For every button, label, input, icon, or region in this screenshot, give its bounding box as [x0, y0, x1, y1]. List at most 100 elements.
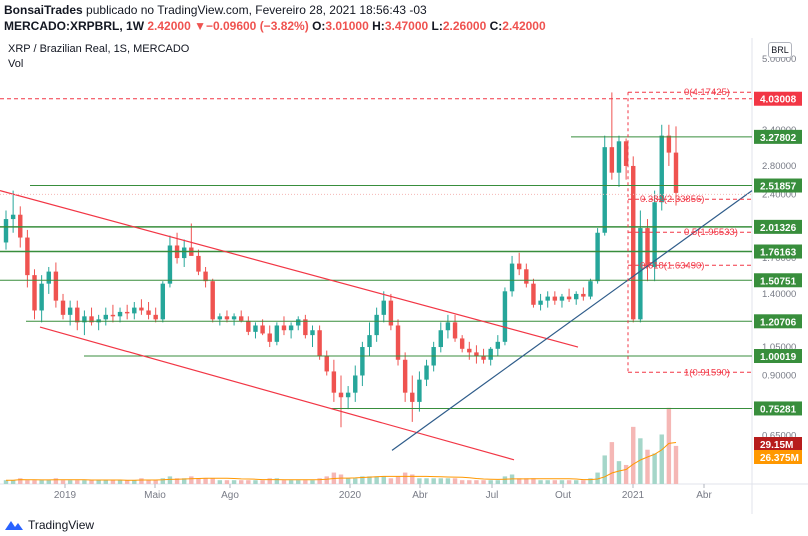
candle-body — [67, 307, 73, 315]
candle-body — [296, 319, 301, 326]
volume-bar — [39, 480, 44, 484]
volume-bar — [110, 480, 116, 484]
candle-body — [552, 296, 558, 301]
candle-body — [616, 141, 622, 173]
candle-body — [132, 307, 137, 314]
volume-bar — [10, 480, 16, 484]
volume-bar — [132, 480, 137, 484]
candle-body — [452, 322, 458, 339]
candle-body — [495, 341, 501, 349]
volume-bar — [124, 480, 130, 484]
volume-bar — [281, 480, 287, 484]
volume-bar — [89, 480, 94, 484]
volume-bar — [602, 455, 607, 484]
volume-bar — [538, 480, 543, 484]
price-label-box — [754, 129, 802, 144]
volume-bar — [181, 478, 187, 484]
candle-body — [260, 325, 265, 334]
candle-body — [509, 263, 515, 292]
volume-bar — [374, 476, 379, 484]
volume-bar — [673, 445, 679, 484]
candle-body — [481, 356, 486, 360]
candle-body — [559, 296, 565, 301]
x-tick-label: Maio — [144, 490, 166, 501]
candle-body — [25, 237, 30, 276]
volume-bar — [260, 480, 265, 484]
volume-bar — [53, 478, 59, 484]
brand-name: TradingView — [28, 518, 95, 532]
volume-bar — [652, 453, 657, 484]
symbol-info: MERCADO:XRPBRL, 1W 2.42000 ▼−0.09600 (−3… — [4, 19, 546, 33]
volume-bar — [360, 476, 365, 484]
fib-level-label: 1(0.91590) — [684, 367, 730, 378]
candle-body — [516, 263, 522, 270]
volume-bar — [82, 480, 87, 484]
candle-body — [117, 311, 123, 317]
candle-body — [673, 152, 679, 193]
volume-bar — [96, 480, 101, 484]
y-tick-label: 1.70000 — [762, 253, 796, 264]
volume-bar — [488, 480, 493, 484]
price-label-text: 29.15M — [760, 440, 793, 451]
volume-bar — [438, 478, 443, 484]
price-label-box — [754, 450, 802, 464]
tradingview-footer[interactable]: TradingView — [4, 516, 94, 534]
candle-body — [659, 135, 664, 203]
candle-body — [46, 271, 51, 284]
candle-body — [60, 300, 66, 315]
candle-body — [210, 281, 215, 320]
volume-bar — [524, 478, 529, 484]
fib-level-label: 0.382(2.33856) — [640, 194, 704, 205]
candle-body — [89, 316, 94, 323]
volume-bar — [645, 449, 650, 484]
y-tick-label: 5.00000 — [762, 54, 796, 65]
open-value: 3.01000 — [325, 19, 369, 33]
volume-bar — [566, 480, 572, 484]
candle-body — [39, 283, 44, 311]
volume-bar — [402, 472, 408, 484]
fib-level-label: 0(4.17425) — [684, 87, 730, 98]
volume-bar — [417, 478, 422, 484]
volume-bar — [217, 480, 223, 484]
author-name: BonsaiTrades — [4, 3, 83, 17]
volume-bar — [623, 464, 629, 484]
price-label-text: 1.76163 — [760, 248, 797, 259]
volume-bar — [153, 480, 158, 484]
candle-body — [217, 316, 223, 320]
candle-body — [53, 271, 59, 301]
volume-bar — [609, 442, 615, 484]
channel-lower-line — [39, 326, 515, 461]
currency-button[interactable]: BRL — [768, 42, 792, 58]
candle-body — [82, 316, 87, 323]
volume-bar — [410, 474, 415, 484]
candle-body — [545, 296, 550, 301]
x-tick-label: Abr — [412, 490, 428, 501]
x-tick-label: Ago — [221, 490, 239, 501]
x-tick-label: 2021 — [622, 490, 645, 501]
high-value: 3.47000 — [384, 19, 429, 33]
channel-upper-line — [0, 190, 579, 348]
candle-body — [167, 245, 173, 284]
volume-bar — [46, 480, 51, 484]
legend-vol: Vol — [8, 58, 23, 70]
volume-bar — [559, 480, 565, 484]
open-label: O: — [312, 19, 326, 33]
candle-body — [374, 314, 379, 336]
candle-body — [281, 325, 287, 331]
candle-body — [588, 281, 593, 297]
price-chart[interactable]: XRP / Brazilian Real, 1S, MERCADO Vol 5.00… — [0, 38, 808, 514]
price-label-text: 1.50751 — [760, 276, 797, 287]
volume-bar — [174, 478, 180, 484]
volume-bar — [196, 478, 201, 484]
candle-body — [181, 247, 187, 259]
volume-bar — [595, 472, 600, 484]
candle-body — [417, 379, 422, 402]
candle-body — [395, 325, 401, 360]
volume-bar — [588, 478, 593, 484]
y-tick-label: 1.40000 — [762, 289, 796, 300]
volume-bar — [452, 478, 458, 484]
chart-area[interactable]: XRP / Brazilian Real, 1S, MERCADO Vol 5.00… — [0, 38, 808, 514]
low-value: 2.26000 — [442, 19, 487, 33]
volume-bar — [210, 478, 215, 484]
candle-body — [203, 271, 208, 282]
